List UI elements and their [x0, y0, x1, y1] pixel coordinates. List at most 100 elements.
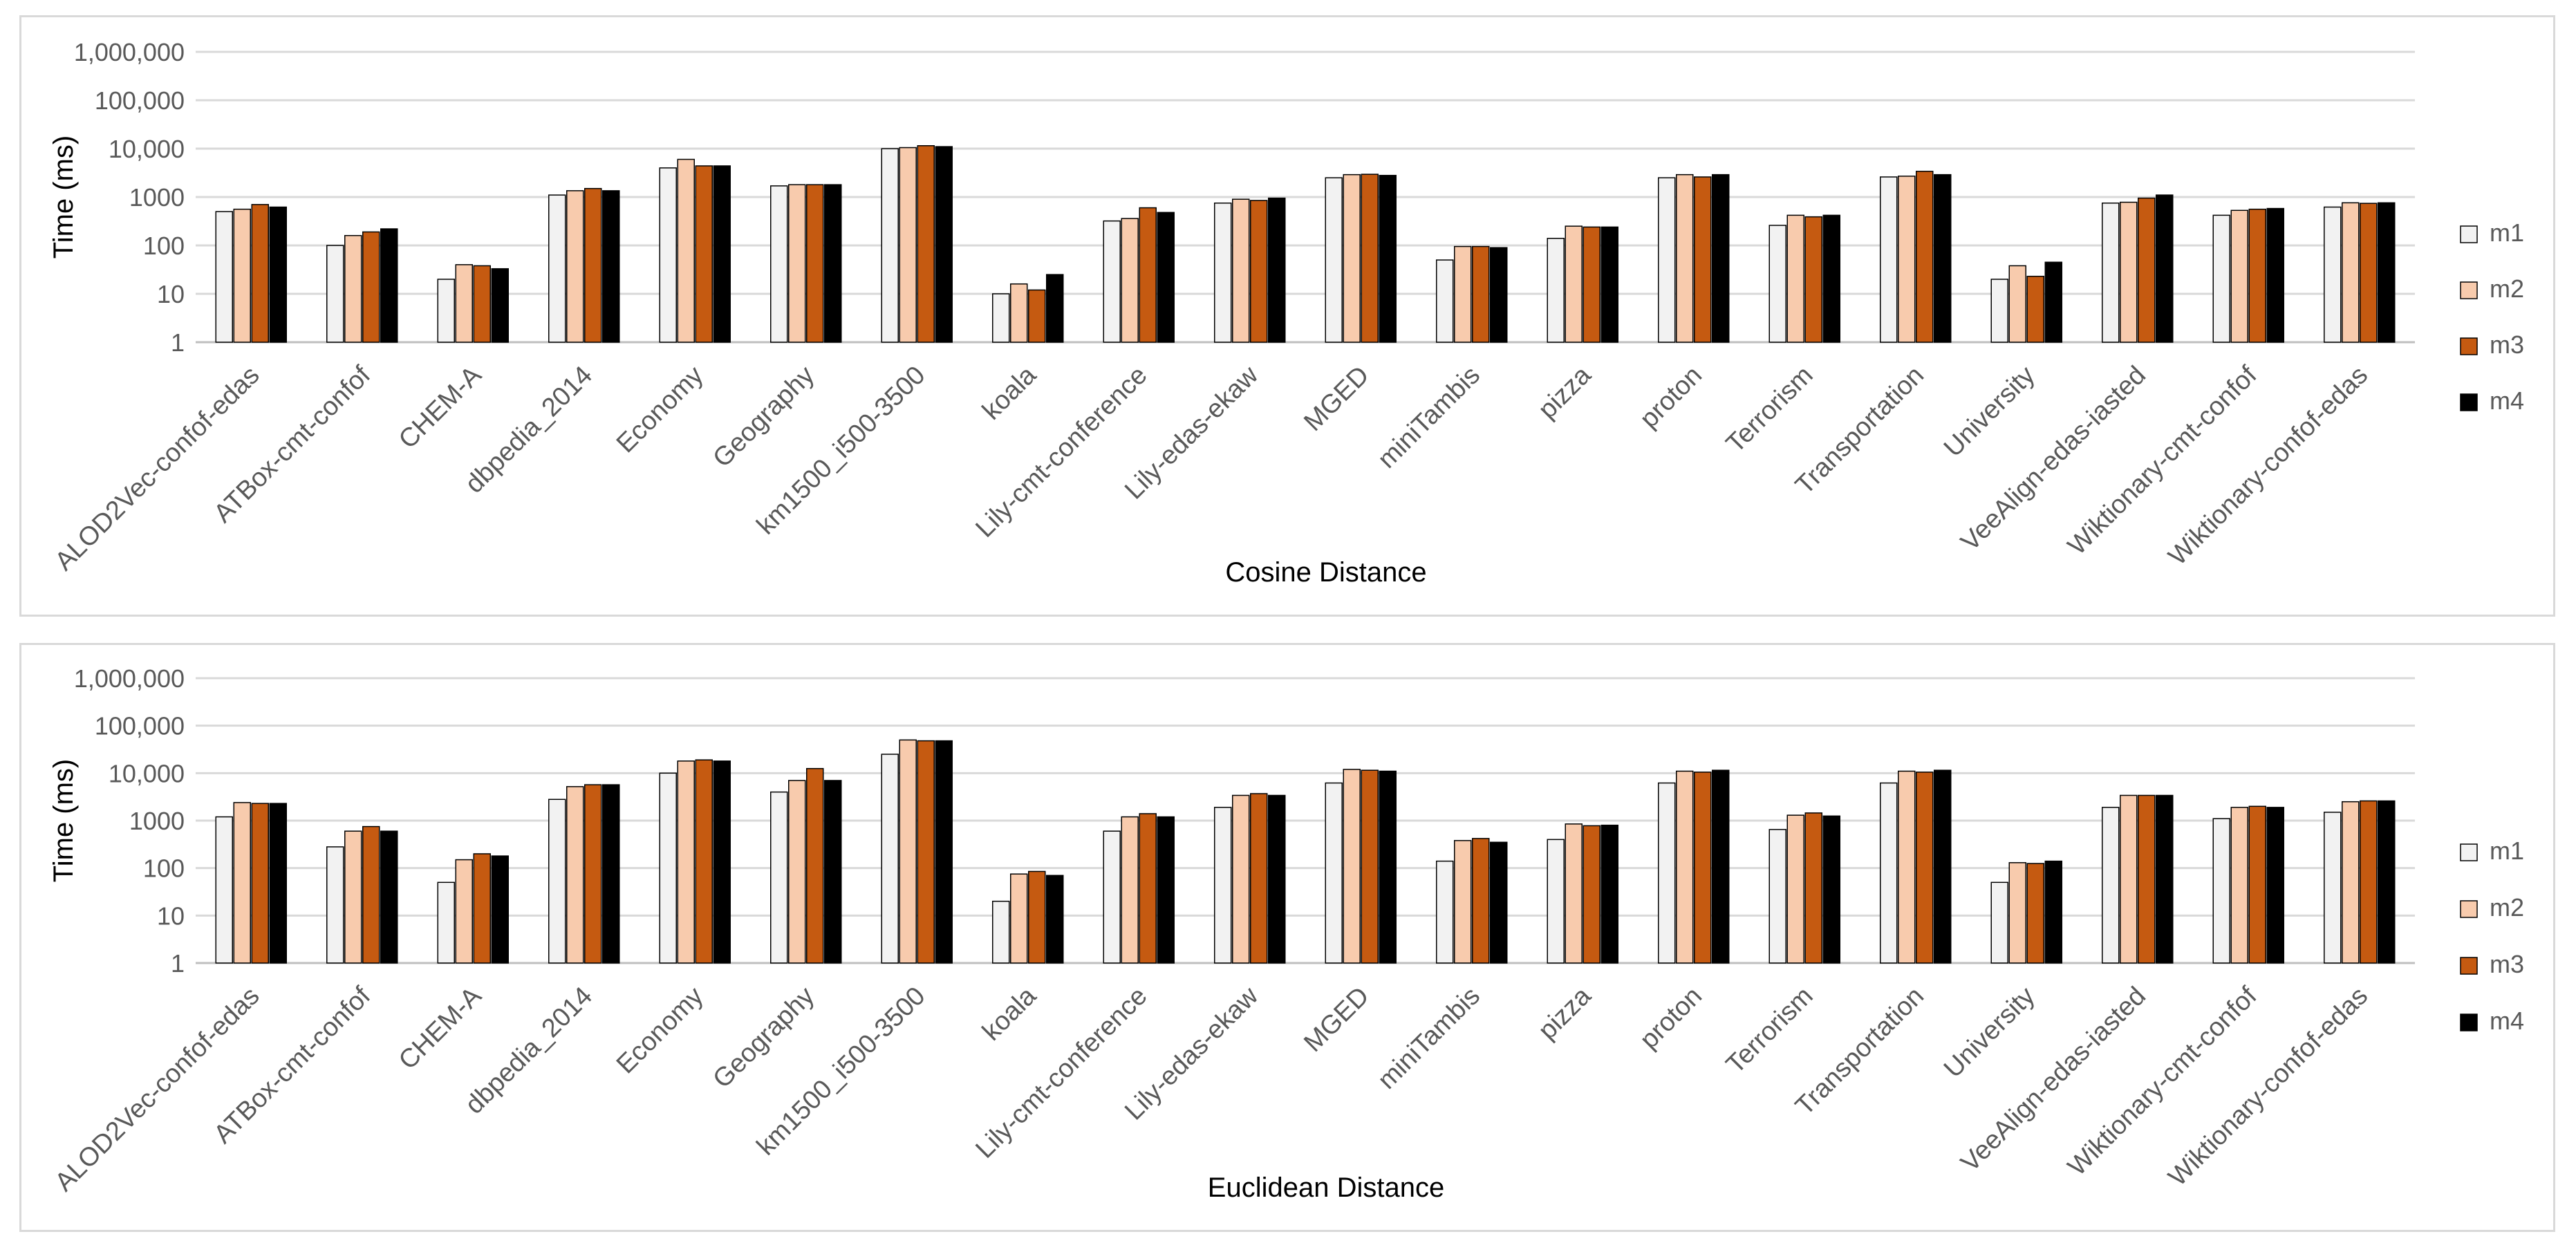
bar-m4-terrorism — [1822, 214, 1840, 343]
y-axis-title: Time (ms) — [48, 759, 79, 882]
bar-m3-mged — [1361, 769, 1379, 964]
bar-m4-wiktionary-confof-edas — [2378, 202, 2396, 343]
bar-m4-wiktionary-cmt-confof — [2266, 807, 2284, 964]
bar-m4-transportation — [1934, 174, 1952, 343]
bar-m1-terrorism — [1768, 829, 1786, 964]
bar-m4-university — [2044, 860, 2062, 964]
bar-m2-dbpedia-2014 — [566, 190, 584, 343]
bar-m1-wiktionary-cmt-confof — [2212, 818, 2230, 964]
legend-label-m3: m3 — [2490, 330, 2524, 359]
gridlines — [196, 677, 2415, 964]
y-tick-label: 1000 — [129, 807, 185, 835]
bar-m3-wiktionary-cmt-confof — [2248, 805, 2266, 964]
bar-m3-geography — [806, 767, 824, 964]
bar-m2-mged — [1343, 769, 1361, 964]
bar-m3-proton — [1694, 176, 1712, 343]
bar-m2-alod2vec-confof-edas — [233, 802, 251, 964]
x-tick-label: proton — [1634, 361, 1708, 434]
bar-m1-geography — [770, 791, 788, 964]
bar-m1-atbox-cmt-confof — [326, 846, 344, 964]
gridlines — [196, 50, 2415, 344]
bar-m1-koala — [992, 293, 1010, 343]
bar-m4-geography — [824, 184, 842, 343]
bar-m2-lily-cmt-conference — [1121, 816, 1139, 964]
bar-m3-minitambis — [1472, 245, 1490, 343]
bar-m3-atbox-cmt-confof — [362, 825, 380, 964]
series-m2 — [233, 147, 2360, 343]
bar-m3-economy — [695, 165, 713, 343]
y-tick-label: 10,000 — [109, 759, 185, 787]
bar-m2-geography — [788, 184, 806, 343]
series-m4 — [269, 146, 2396, 343]
bar-m4-km1500-i500-3500 — [935, 740, 953, 964]
bar-m2-transportation — [1898, 770, 1916, 964]
y-tick-labels: 1 10 100 1000 10,000 100,000 1,000,000 — [74, 664, 185, 978]
bar-m1-dbpedia-2014 — [548, 194, 566, 343]
bar-m3-wiktionary-confof-edas — [2360, 800, 2378, 964]
bar-m2-mged — [1343, 174, 1361, 343]
bar-m3-alod2vec-confof-edas — [251, 204, 269, 343]
bar-m1-university — [1990, 881, 2008, 964]
bar-m1-terrorism — [1768, 225, 1786, 343]
bar-m1-lily-edas-ekaw — [1214, 202, 1232, 343]
bar-m3-transportation — [1916, 171, 1934, 343]
y-tick-label: 10 — [157, 280, 185, 308]
bar-m1-alod2vec-confof-edas — [215, 816, 233, 964]
cosine-distance-chart: 1 10 100 1000 10,000 100,000 1,000,000 Time (ms… — [48, 38, 2524, 588]
x-tick-label: CHEM-A — [393, 360, 487, 454]
bar-m1-km1500-i500-3500 — [881, 754, 899, 964]
bar-m4-economy — [713, 165, 731, 343]
bar-m3-dbpedia-2014 — [584, 784, 602, 964]
bar-m4-atbox-cmt-confof — [380, 830, 398, 964]
bar-m2-wiktionary-cmt-confof — [2230, 209, 2248, 343]
bar-m4-minitambis — [1490, 841, 1508, 964]
bar-m1-km1500-i500-3500 — [881, 148, 899, 343]
x-tick-label: miniTambis — [1372, 361, 1486, 474]
bar-m1-lily-edas-ekaw — [1214, 807, 1232, 964]
series-m2 — [233, 739, 2360, 964]
bar-m2-transportation — [1898, 176, 1916, 343]
y-tick-label: 100 — [143, 232, 185, 260]
bar-m4-chem-a — [491, 855, 509, 964]
euclidean-distance-chart: 1 10 100 1000 10,000 100,000 1,000,000 Time (ms… — [48, 664, 2524, 1203]
bar-m4-dbpedia-2014 — [602, 784, 620, 964]
bar-m2-km1500-i500-3500 — [899, 739, 917, 964]
x-tick-label: Terrorism — [1721, 982, 1819, 1080]
x-tick-label: Wiktionary-confof-edas — [2163, 361, 2373, 571]
bar-m1-mged — [1325, 782, 1343, 964]
bar-m2-pizza — [1565, 823, 1583, 964]
x-tick-label: Geography — [707, 982, 820, 1094]
y-tick-label: 1 — [171, 328, 185, 357]
bar-m1-koala — [992, 900, 1010, 964]
series-m4 — [269, 740, 2396, 964]
y-tick-labels: 1 10 100 1000 10,000 100,000 1,000,000 — [74, 38, 185, 357]
bar-m4-mged — [1379, 770, 1397, 964]
bar-m3-pizza — [1583, 825, 1600, 964]
bar-m3-terrorism — [1804, 216, 1822, 343]
series-m1 — [215, 148, 2342, 343]
bar-m3-atbox-cmt-confof — [362, 231, 380, 343]
bar-m3-dbpedia-2014 — [584, 187, 602, 343]
series-m3 — [251, 740, 2378, 964]
bar-m4-geography — [824, 780, 842, 964]
bar-m1-wiktionary-cmt-confof — [2212, 214, 2230, 343]
legend-label-m1: m1 — [2490, 218, 2524, 247]
bar-m4-proton — [1712, 769, 1730, 964]
bar-m3-terrorism — [1804, 812, 1822, 964]
bar-m1-chem-a — [437, 881, 455, 964]
bar-m4-km1500-i500-3500 — [935, 146, 953, 343]
bars — [215, 739, 2396, 964]
bar-m1-economy — [659, 167, 677, 343]
legend: m1 m2 m3 m4 — [2460, 837, 2524, 1035]
bar-m2-university — [2008, 862, 2026, 964]
bar-m3-university — [2026, 863, 2044, 964]
bar-m4-transportation — [1934, 769, 1952, 964]
bar-m1-minitambis — [1436, 860, 1454, 964]
bar-m1-wiktionary-confof-edas — [2324, 812, 2342, 964]
bar-m4-pizza — [1600, 226, 1618, 343]
bar-m4-atbox-cmt-confof — [380, 228, 398, 343]
bar-m1-pizza — [1547, 839, 1565, 964]
bar-m2-minitambis — [1454, 840, 1472, 964]
legend-label-m2: m2 — [2490, 893, 2524, 922]
